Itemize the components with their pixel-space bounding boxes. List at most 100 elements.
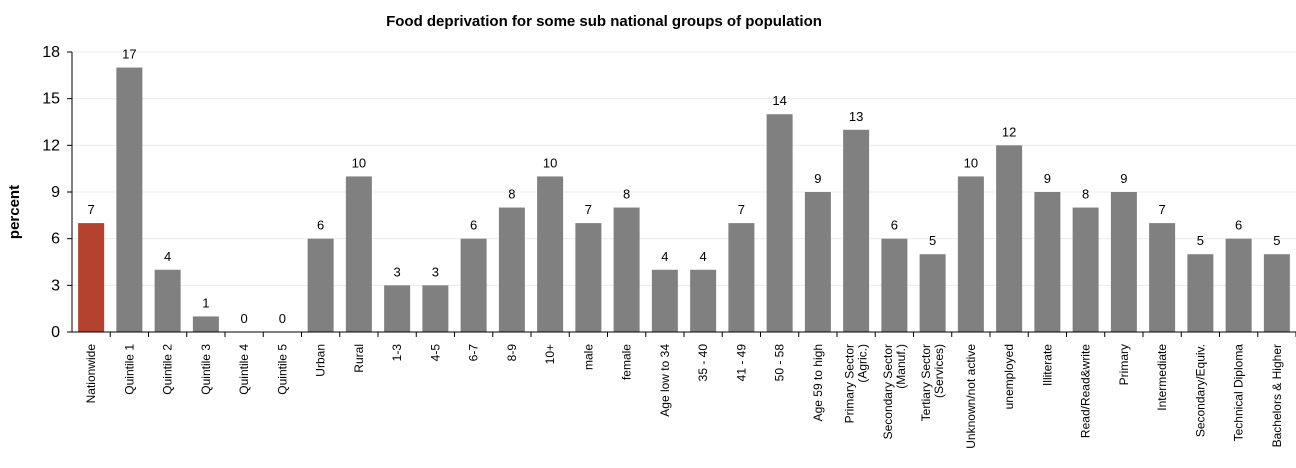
bar-23 (957, 176, 984, 332)
data-label-18: 14 (772, 93, 786, 108)
bar-0 (78, 223, 105, 332)
bar-31 (1263, 254, 1290, 332)
bar-16 (690, 269, 717, 332)
x-tick-text: Secondary Sector (881, 344, 895, 439)
x-tick-label-8: 1-3 (390, 344, 404, 362)
x-tick-label-30: Technical Diploma (1232, 344, 1246, 442)
data-label-19: 9 (814, 171, 821, 186)
bar-2 (154, 269, 181, 332)
y-tick-label: 3 (51, 277, 60, 294)
x-tick-text: Technical Diploma (1232, 344, 1246, 442)
x-tick-text: (Manuf.) (894, 344, 908, 389)
x-tick-text: 50 - 58 (773, 344, 787, 382)
x-tick-label-17: 41 - 49 (734, 344, 748, 382)
bar-28 (1149, 223, 1176, 332)
data-label-7: 10 (352, 155, 366, 170)
data-label-28: 7 (1159, 202, 1166, 217)
bar-21 (881, 238, 908, 332)
x-tick-text: Quintile 3 (199, 344, 213, 395)
x-tick-text: 35 - 40 (696, 344, 710, 382)
data-label-10: 6 (470, 218, 477, 233)
x-tick-text: Nationwide (84, 344, 98, 404)
data-label-25: 9 (1044, 171, 1051, 186)
bar-6 (307, 238, 334, 332)
x-tick-text: Rural (352, 344, 366, 373)
x-tick-text: Illiterate (1040, 344, 1054, 386)
data-label-30: 6 (1235, 218, 1242, 233)
chart-title: Food deprivation for some sub national g… (386, 13, 822, 30)
data-label-9: 3 (432, 264, 439, 279)
data-label-26: 8 (1082, 187, 1089, 202)
x-tick-text: Quintile 5 (275, 344, 289, 395)
x-tick-label-22: Tertiary Sector (Services) (919, 344, 946, 421)
data-label-1: 17 (122, 47, 136, 62)
data-label-13: 7 (585, 202, 592, 217)
x-tick-label-11: 8-9 (505, 344, 519, 362)
data-label-21: 6 (891, 218, 898, 233)
y-axis-label: percent (6, 185, 23, 239)
x-tick-text: 1-3 (390, 344, 404, 362)
data-label-31: 5 (1273, 233, 1280, 248)
data-label-16: 4 (700, 249, 707, 264)
data-label-5: 0 (279, 311, 286, 326)
bar-8 (384, 285, 411, 332)
data-label-23: 10 (964, 155, 978, 170)
x-tick-label-7: Rural (352, 344, 366, 373)
bar-24 (996, 145, 1023, 332)
x-tick-label-18: 50 - 58 (773, 344, 787, 382)
data-label-11: 8 (508, 187, 515, 202)
x-tick-label-10: 6-7 (467, 344, 481, 362)
x-tick-label-3: Quintile 3 (199, 344, 213, 395)
data-label-22: 5 (929, 233, 936, 248)
x-tick-text: Tertiary Sector (919, 344, 933, 421)
bar-15 (651, 269, 678, 332)
bar-10 (460, 238, 487, 332)
x-tick-text: Age 59 to high (811, 344, 825, 421)
x-tick-text: Quintile 2 (161, 344, 175, 395)
x-tick-text: Read/Read&write (1079, 344, 1093, 438)
x-tick-label-20: Primary Sector (Agric.) (843, 344, 870, 423)
x-tick-text: Quintile 4 (237, 344, 251, 395)
data-label-0: 7 (88, 202, 95, 217)
y-tick-label: 0 (51, 324, 60, 341)
x-tick-label-25: Illiterate (1040, 344, 1054, 386)
bars (78, 67, 1290, 333)
bar-18 (766, 114, 793, 332)
bar-13 (575, 223, 602, 332)
x-tick-label-21: Secondary Sector (Manuf.) (881, 344, 908, 439)
x-tick-label-24: unemployed (1002, 344, 1016, 409)
x-tick-label-31: Bachelors & Higher (1270, 344, 1284, 447)
x-tick-text: male (581, 344, 595, 370)
data-label-20: 13 (849, 109, 863, 124)
bar-7 (345, 176, 372, 332)
x-tick-label-5: Quintile 5 (275, 344, 289, 395)
data-label-2: 4 (164, 249, 171, 264)
x-tick-text: 4-5 (428, 344, 442, 362)
bar-1 (116, 67, 143, 333)
data-label-24: 12 (1002, 124, 1016, 139)
x-tick-text: Bachelors & Higher (1270, 344, 1284, 447)
x-tick-text: 6-7 (467, 344, 481, 362)
x-tick-label-23: Unknown/not active (964, 344, 978, 449)
y-tick-label: 12 (42, 137, 60, 154)
x-tick-label-0: Nationwide (84, 344, 98, 404)
x-tick-text: female (620, 344, 634, 380)
x-tick-label-9: 4-5 (428, 344, 442, 362)
data-label-6: 6 (317, 218, 324, 233)
bar-25 (1034, 192, 1061, 332)
x-tick-label-12: 10+ (543, 344, 557, 364)
bar-12 (537, 176, 564, 332)
x-tick-text: unemployed (1002, 344, 1016, 409)
bar-19 (804, 192, 831, 332)
x-tick-text: 8-9 (505, 344, 519, 362)
bar-17 (728, 223, 755, 332)
x-tick-label-27: Primary (1117, 344, 1131, 385)
x-tick-text: Primary (1117, 344, 1131, 385)
data-label-12: 10 (543, 155, 557, 170)
bar-26 (1072, 207, 1099, 332)
bar-22 (919, 254, 946, 332)
bar-14 (613, 207, 640, 332)
